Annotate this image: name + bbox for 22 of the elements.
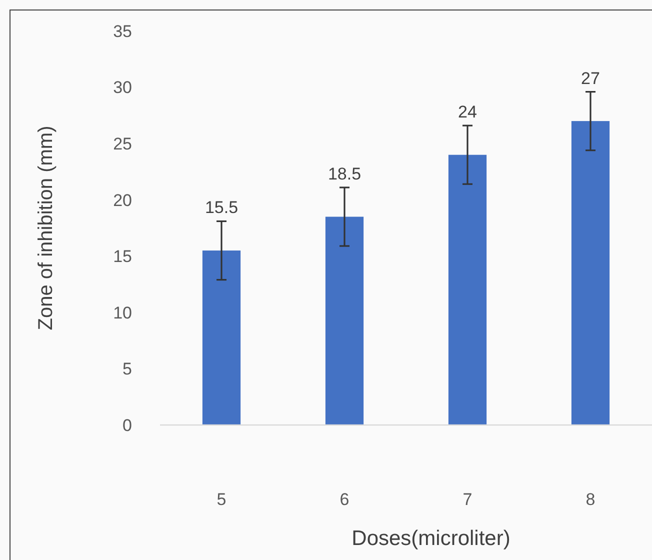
y-tick-label: 25 bbox=[113, 134, 132, 154]
data-label: 27 bbox=[581, 68, 600, 88]
bar bbox=[448, 154, 487, 425]
data-label: 15.5 bbox=[204, 198, 238, 218]
y-tick-label: 15 bbox=[113, 247, 132, 266]
bar bbox=[325, 216, 364, 425]
y-tick-label: 20 bbox=[113, 190, 132, 210]
x-tick-label: 5 bbox=[216, 490, 226, 509]
x-tick-label: 7 bbox=[462, 490, 472, 509]
y-tick-label: 5 bbox=[122, 360, 132, 379]
y-tick-label: 10 bbox=[113, 303, 132, 322]
data-label: 18.5 bbox=[328, 164, 362, 184]
data-label: 24 bbox=[458, 102, 477, 122]
bar bbox=[571, 121, 610, 425]
x-axis-title: Doses(microliter) bbox=[352, 527, 510, 550]
x-tick-label: 6 bbox=[340, 490, 350, 509]
bar bbox=[202, 250, 241, 425]
y-tick-label: 0 bbox=[122, 416, 132, 435]
y-axis-title: Zone of inhibition (mm) bbox=[35, 126, 57, 330]
x-tick-label: 8 bbox=[586, 490, 596, 509]
y-tick-label: 35 bbox=[113, 22, 132, 41]
y-tick-label: 30 bbox=[113, 78, 132, 98]
